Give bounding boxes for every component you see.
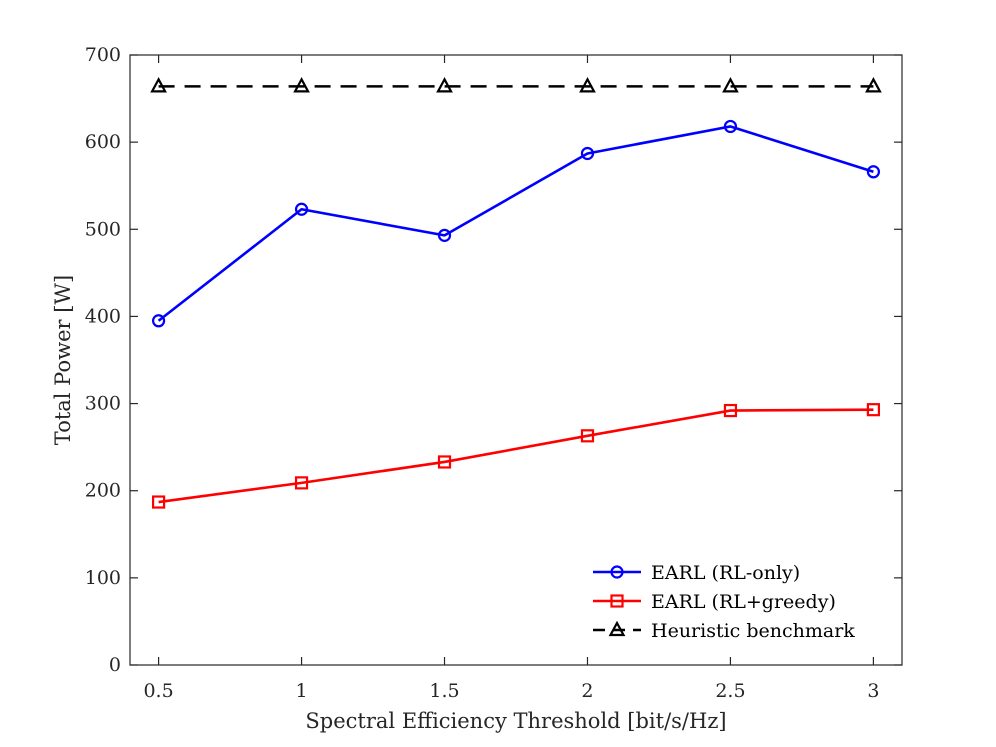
series-line (158, 408, 874, 504)
legend-label: EARL (RL-only) (651, 562, 800, 584)
legend: EARL (RL-only) EARL (RL+greedy) Heuristic … (585, 553, 890, 653)
axis-ticks (130, 54, 902, 666)
legend-marker (608, 620, 626, 637)
data-point (437, 228, 452, 242)
data-point (723, 119, 738, 134)
y-tick-label: 300 (85, 393, 121, 415)
series-0 (151, 119, 881, 328)
y-tick-label: 700 (85, 44, 121, 66)
legend-label: Heuristic benchmark (651, 620, 855, 642)
data-point (722, 77, 739, 93)
y-tick-labels: 0 100 200 300 400 500 600 700 (85, 44, 121, 676)
data-point (580, 429, 595, 443)
y-tick-label: 100 (85, 567, 121, 589)
y-tick-label: 400 (85, 305, 121, 327)
data-point (866, 165, 881, 179)
series-layer (150, 77, 882, 509)
y-tick-label: 600 (85, 131, 121, 153)
data-point (151, 495, 166, 509)
x-tick-label: 2 (581, 680, 593, 702)
x-axis-label: Spectral Efficiency Threshold [bit/s/Hz] (305, 709, 726, 733)
series-1 (151, 403, 881, 509)
x-tick-label: 0.5 (143, 680, 173, 702)
legend-label: EARL (RL+greedy) (651, 591, 836, 613)
data-point (580, 146, 595, 161)
data-point (437, 455, 452, 469)
y-tick-label: 0 (109, 654, 121, 676)
y-axis-label: Total Power [W] (51, 275, 75, 445)
x-tick-label: 3 (867, 680, 879, 702)
data-point (723, 403, 738, 418)
x-tick-label: 1 (296, 680, 308, 702)
x-tick-label: 1.5 (429, 680, 459, 702)
series-line (157, 125, 874, 322)
legend-box (585, 553, 890, 653)
data-point (436, 77, 453, 93)
series-2 (150, 77, 882, 93)
data-point (579, 77, 596, 93)
data-point (293, 77, 310, 93)
data-point (151, 314, 166, 328)
x-tick-labels: 0.5 1 1.5 2 2.5 3 (143, 680, 879, 702)
data-point (150, 77, 167, 93)
legend-marker (610, 565, 624, 579)
legend-marker (610, 594, 624, 608)
plot-frame (129, 54, 903, 666)
data-point (866, 403, 881, 417)
data-point (294, 476, 309, 490)
y-tick-label: 200 (85, 480, 121, 502)
data-point (865, 77, 882, 93)
x-tick-label: 2.5 (715, 680, 745, 702)
y-tick-label: 500 (85, 218, 121, 240)
data-point (294, 202, 309, 216)
